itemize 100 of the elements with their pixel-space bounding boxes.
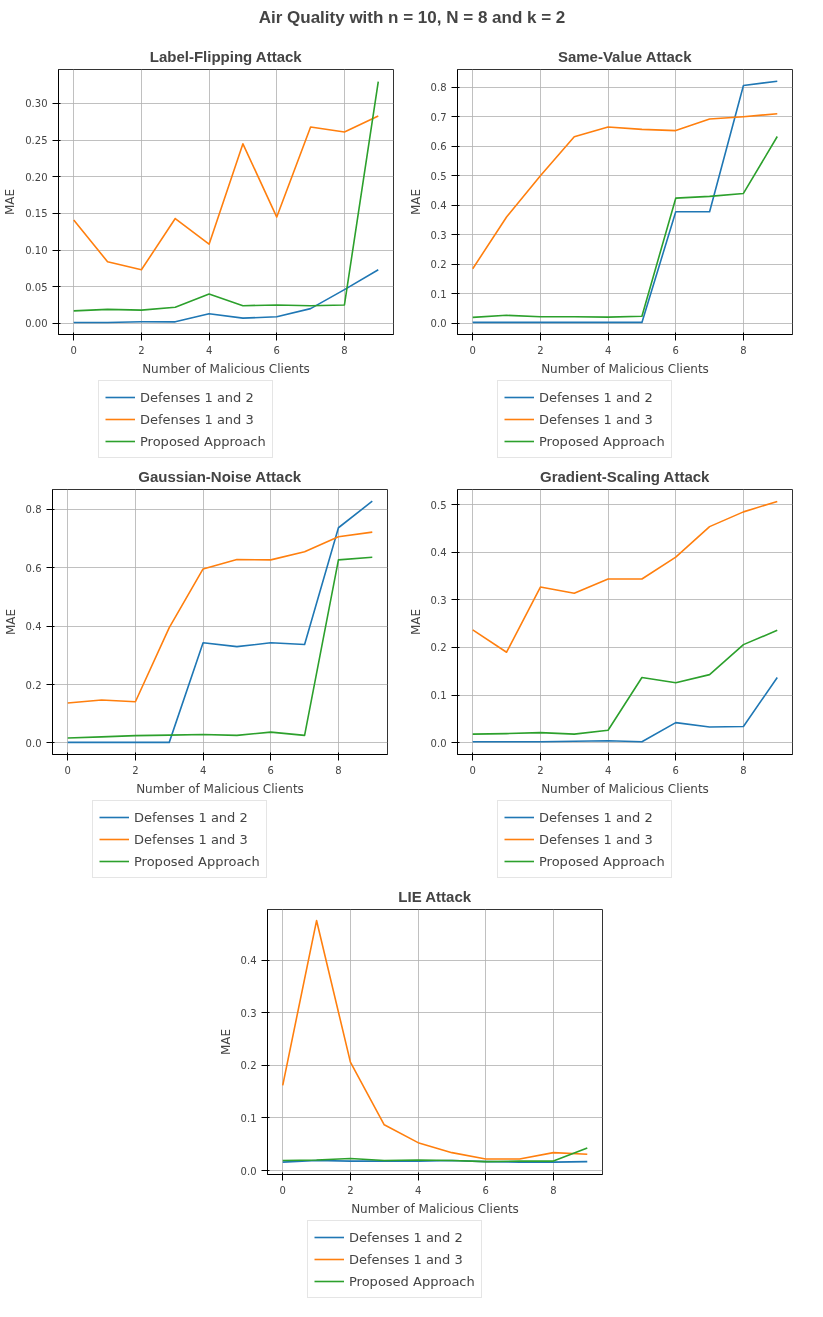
y-tick-label: 0.8: [25, 504, 42, 516]
legend-label: Proposed Approach: [539, 433, 665, 449]
y-tick-label: 0.4: [430, 547, 447, 559]
x-tick-label: 6: [273, 344, 280, 356]
line-series: [66, 500, 374, 744]
x-tick-label: 8: [740, 344, 747, 356]
y-tick-label: 0.0: [430, 737, 447, 749]
y-axis-title: MAE: [408, 188, 423, 216]
y-tick-label: 0.2: [430, 642, 447, 654]
y-axis-title: MAE: [3, 608, 18, 636]
x-tick-label: 8: [341, 344, 348, 356]
y-tick-label: 0.4: [25, 621, 42, 633]
line-series: [72, 80, 380, 312]
y-tick-label: 0.4: [430, 200, 447, 212]
legend-label: Defenses 1 and 3: [349, 1251, 463, 1267]
legend-label: Defenses 1 and 2: [140, 389, 254, 405]
x-tick-label: 4: [205, 344, 213, 356]
line-series: [471, 80, 779, 324]
line-series: [72, 115, 380, 271]
y-tick-label: 0.6: [25, 562, 42, 574]
chart-title: LIE Attack: [398, 887, 472, 905]
y-tick-label: 0.3: [240, 1007, 257, 1019]
y-tick-label: 0.1: [430, 690, 447, 702]
x-axis-title: Number of Malicious Clients: [351, 1201, 519, 1216]
y-tick-label: 0.20: [25, 171, 48, 183]
x-tick-label: 0: [70, 344, 77, 356]
x-tick-label: 2: [347, 1184, 354, 1196]
y-tick-label: 0.15: [25, 208, 48, 220]
line-series: [471, 112, 779, 270]
x-axis-title: Number of Malicious Clients: [541, 361, 709, 376]
line-series: [66, 556, 374, 739]
x-axis-title: Number of Malicious Clients: [541, 781, 709, 796]
y-tick-label: 0.2: [240, 1060, 257, 1072]
line-series: [66, 531, 374, 704]
x-axis-title: Number of Malicious Clients: [142, 361, 310, 376]
y-tick-label: 0.1: [430, 288, 447, 300]
legend-label: Defenses 1 and 2: [349, 1229, 463, 1245]
y-tick-label: 0.1: [240, 1112, 257, 1124]
chart-title: Label-Flipping Attack: [149, 47, 303, 65]
x-tick-label: 2: [132, 764, 139, 776]
legend-label: Proposed Approach: [349, 1273, 475, 1289]
x-tick-label: 0: [469, 344, 476, 356]
x-tick-label: 8: [335, 764, 342, 776]
x-tick-label: 2: [537, 344, 544, 356]
legend-label: Defenses 1 and 3: [134, 831, 248, 847]
y-tick-label: 0.8: [430, 82, 447, 94]
line-series: [471, 629, 779, 735]
line-series: [471, 135, 779, 319]
y-axis-title: MAE: [3, 188, 18, 216]
y-tick-label: 0.0: [240, 1165, 257, 1177]
x-axis-title: Number of Malicious Clients: [136, 781, 304, 796]
y-axis-title: MAE: [408, 608, 423, 636]
y-tick-label: 0.3: [430, 229, 447, 241]
x-tick-label: 8: [740, 764, 747, 776]
x-tick-label: 2: [138, 344, 145, 356]
x-tick-label: 0: [279, 1184, 286, 1196]
legend-label: Proposed Approach: [140, 433, 266, 449]
x-tick-label: 2: [537, 764, 544, 776]
chart-title: Gradient-Scaling Attack: [539, 467, 711, 485]
x-tick-label: 0: [469, 764, 476, 776]
legend-label: Defenses 1 and 2: [134, 809, 248, 825]
line-series: [281, 919, 589, 1160]
y-tick-label: 0.7: [430, 111, 447, 123]
x-tick-label: 6: [672, 344, 679, 356]
x-tick-label: 6: [482, 1184, 489, 1196]
x-tick-label: 0: [64, 764, 71, 776]
chart-title: Gaussian-Noise Attack: [138, 467, 302, 485]
y-tick-label: 0.4: [240, 955, 257, 967]
legend-label: Defenses 1 and 3: [539, 411, 653, 427]
line-series: [471, 500, 779, 654]
legend-label: Proposed Approach: [539, 853, 665, 869]
x-tick-label: 4: [604, 344, 612, 356]
y-tick-label: 0.0: [25, 737, 42, 749]
y-tick-label: 0.3: [430, 594, 447, 606]
x-tick-label: 4: [199, 764, 207, 776]
line-series: [281, 1147, 589, 1163]
y-tick-label: 0.00: [25, 318, 48, 330]
y-tick-label: 0.30: [25, 98, 48, 110]
x-tick-label: 6: [267, 764, 274, 776]
legend-label: Proposed Approach: [134, 853, 260, 869]
x-tick-label: 4: [604, 764, 612, 776]
y-tick-label: 0.5: [430, 499, 447, 511]
x-tick-label: 4: [414, 1184, 422, 1196]
y-tick-label: 0.05: [25, 281, 48, 293]
y-axis-title: MAE: [218, 1028, 233, 1056]
y-tick-label: 0.6: [430, 141, 447, 153]
x-tick-label: 6: [672, 764, 679, 776]
chart-title: Same-Value Attack: [557, 47, 693, 65]
y-tick-label: 0.2: [430, 259, 447, 271]
legend-label: Defenses 1 and 2: [539, 389, 653, 405]
y-tick-label: 0.5: [430, 170, 447, 182]
text: Air Quality with n = 10, N = 8 and k = 2: [258, 7, 566, 27]
legend-label: Defenses 1 and 3: [140, 411, 254, 427]
y-tick-label: 0.0: [430, 318, 447, 330]
legend-label: Defenses 1 and 2: [539, 809, 653, 825]
legend-label: Defenses 1 and 3: [539, 831, 653, 847]
y-tick-label: 0.25: [25, 135, 48, 147]
x-tick-label: 8: [550, 1184, 557, 1196]
line-series: [471, 676, 779, 743]
y-tick-label: 0.10: [25, 245, 48, 257]
